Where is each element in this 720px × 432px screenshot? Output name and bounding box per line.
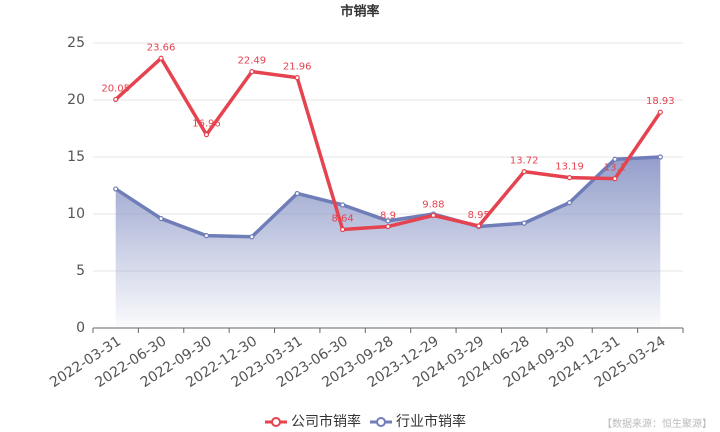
y-tick-label: 10 — [67, 206, 85, 222]
point — [113, 96, 119, 103]
point — [385, 223, 391, 230]
data-label: 8.64 — [331, 214, 353, 225]
legend-swatch-dot[interactable] — [376, 417, 386, 427]
data-label: 13.1 — [604, 163, 626, 174]
y-tick-label: 25 — [67, 35, 85, 51]
data-label: 22.49 — [238, 56, 267, 67]
chart-title: 市销率 — [340, 4, 379, 20]
point — [340, 202, 346, 208]
data-label: 13.72 — [510, 156, 539, 167]
point — [612, 176, 618, 182]
point — [566, 200, 573, 206]
legend-label[interactable]: 公司市销率 — [291, 413, 361, 430]
point — [249, 69, 255, 75]
y-tick-label: 15 — [67, 149, 85, 165]
data-label: 13.19 — [555, 162, 584, 173]
data-label: 8.95 — [468, 210, 490, 221]
point — [657, 109, 663, 115]
y-tick-label: 20 — [67, 92, 85, 108]
data-label: 20.05 — [101, 83, 130, 94]
data-label: 23.66 — [147, 42, 176, 53]
point — [521, 168, 527, 175]
point — [476, 223, 482, 229]
point — [158, 215, 164, 222]
point — [612, 156, 618, 162]
point — [294, 190, 300, 197]
legend-label[interactable]: 行业市销率 — [396, 413, 466, 430]
point — [113, 186, 119, 192]
point — [294, 75, 300, 81]
data-label: 8.9 — [380, 211, 396, 222]
data-label: 21.96 — [283, 62, 312, 73]
data-label: 16.96 — [192, 119, 221, 130]
area — [115, 157, 661, 328]
point — [203, 132, 210, 138]
point — [657, 154, 663, 160]
y-tick-label: 5 — [76, 263, 85, 279]
legend-swatch-dot[interactable] — [271, 417, 281, 427]
point — [249, 234, 255, 240]
point — [385, 218, 391, 224]
point — [566, 175, 573, 181]
data-label: 18.93 — [646, 96, 675, 107]
point — [158, 55, 164, 61]
point — [521, 220, 527, 226]
point — [340, 226, 346, 233]
data-label: 9.88 — [422, 199, 444, 210]
point — [430, 212, 436, 218]
y-tick-label: 0 — [76, 320, 85, 336]
source-note: 【数据来源：恒生聚源】 — [602, 417, 712, 430]
point — [203, 233, 210, 239]
